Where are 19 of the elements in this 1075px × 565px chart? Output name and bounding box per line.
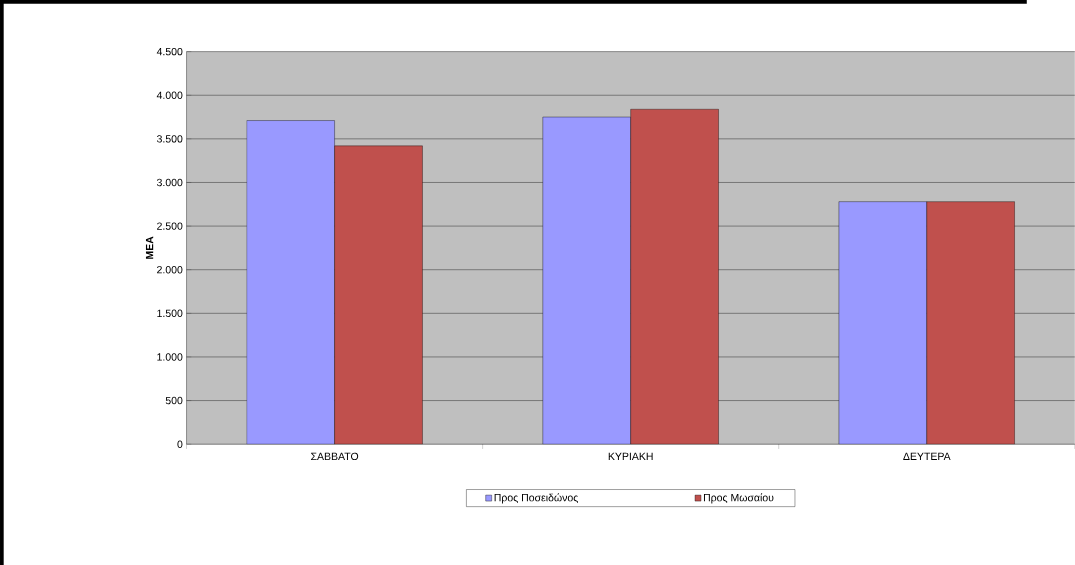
y-tick-label: 4.500 [156,47,183,56]
y-tick-label: 3.000 [156,178,183,186]
y-tick-label: 3.500 [156,134,183,143]
bar [838,201,927,444]
legend-label: Προς Μωσαίου [703,493,774,504]
legend-label: Προς Ποσειδώνος [494,493,578,504]
bar [246,120,335,444]
bar [542,116,631,444]
y-tick-label: 2.500 [157,222,183,230]
y-tick-label: 0 [177,440,183,448]
x-tick-label: ΚΥΡΙΑΚΗ [608,452,653,460]
y-tick-label: 4.000 [156,91,183,99]
y-tick-label: 1.000 [157,353,183,361]
y-tick-label: 500 [165,396,183,405]
x-tick-label: ΔΕΥΤΕΡΑ [903,452,951,460]
x-tick-label: ΣΑΒΒΑΤΟ [311,452,359,460]
y-tick-label: 2.000 [157,265,183,274]
y-tick-label: 1.500 [157,309,183,317]
y-axis-title: ΜΕΑ [145,236,154,259]
